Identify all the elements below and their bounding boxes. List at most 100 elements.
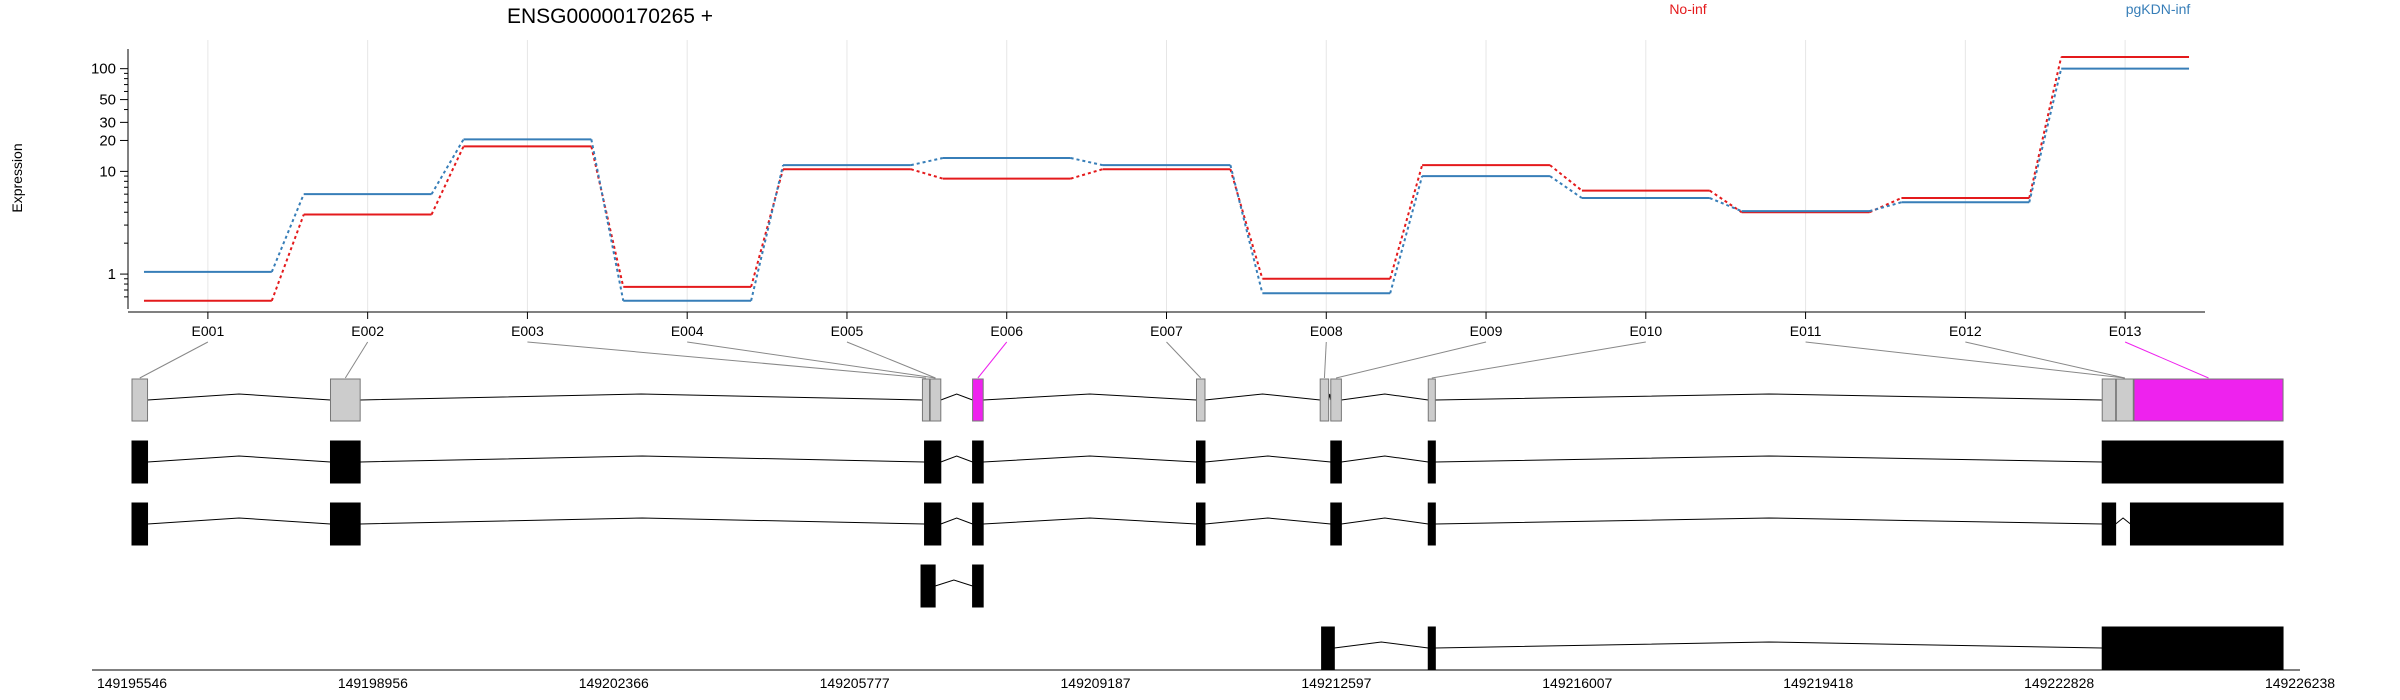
- exon-box: [329, 502, 361, 546]
- exon-box: [2115, 378, 2134, 422]
- exon-box: [1330, 440, 1342, 484]
- x-tick-label-e010: E010: [1629, 323, 1662, 339]
- intron: [1435, 455, 2103, 463]
- exon-box: [924, 440, 942, 484]
- exon-box: [1427, 440, 1436, 484]
- exon-box: [1319, 378, 1330, 422]
- exon-connector: [846, 341, 936, 379]
- exon-connectors: [139, 341, 2209, 379]
- exon-box: [329, 378, 361, 422]
- genomic-tick-label: 149195546: [97, 675, 167, 691]
- exon-box: [131, 440, 149, 484]
- exon-box: [1321, 626, 1335, 670]
- exon-box: [924, 502, 942, 546]
- intron: [1204, 455, 1331, 463]
- intron: [360, 517, 925, 525]
- exon-box: [2101, 378, 2117, 422]
- exon-box: [1196, 378, 1206, 422]
- y-tick-label: 10: [99, 163, 116, 180]
- legend-no-inf: No-inf: [1669, 1, 1706, 17]
- exon-box: [972, 502, 984, 546]
- data-connector: [430, 145, 465, 215]
- x-tick-label-e009: E009: [1470, 323, 1503, 339]
- y-tick-label: 1: [108, 266, 116, 283]
- intron: [147, 455, 331, 463]
- genomic-tick-label: 149212597: [1301, 675, 1371, 691]
- y-tick-label: 100: [91, 61, 116, 78]
- exon-connector: [344, 341, 369, 379]
- exon-box: [972, 440, 984, 484]
- intron: [934, 579, 973, 587]
- data-connector: [750, 168, 785, 288]
- intron: [1341, 393, 1429, 401]
- x-tick-label-e005: E005: [831, 323, 864, 339]
- exon-box: [972, 378, 984, 422]
- exon-connector: [1805, 341, 2125, 379]
- intron: [147, 393, 331, 401]
- exon-box: [131, 378, 149, 422]
- data-connector: [1229, 164, 1264, 294]
- x-tick-label-e004: E004: [671, 323, 704, 339]
- exon-box: [2101, 626, 2284, 670]
- exon-box: [1427, 502, 1436, 546]
- transcript-track-1: [131, 440, 2284, 484]
- exon-box: [2101, 440, 2284, 484]
- y-tick-label: 20: [99, 132, 116, 149]
- exon-connector: [2124, 341, 2209, 379]
- chart-title: ENSG00000170265 +: [507, 5, 713, 28]
- genomic-tick-label: 149222828: [2024, 675, 2094, 691]
- exon-box: [131, 502, 149, 546]
- genomic-tick-label: 149205777: [820, 675, 890, 691]
- intron: [983, 517, 1197, 525]
- exon-connector: [1323, 341, 1327, 379]
- data-connector: [270, 214, 305, 302]
- exon-axis: E001 E002 E003 E004 E005 E006 E007 E008 E009 E010…: [128, 311, 2205, 339]
- data-connector: [1709, 189, 1743, 214]
- data-connector: [2028, 56, 2063, 199]
- genomic-tick-label: 149216007: [1542, 675, 1612, 691]
- genomic-tick-label: 149226238: [2265, 675, 2335, 691]
- intron: [940, 517, 973, 525]
- series-lines: [143, 55, 2190, 302]
- exon-box: [1196, 440, 1206, 484]
- data-connector: [1869, 197, 1902, 214]
- data-connector: [750, 164, 785, 301]
- genomic-tick-label: 149202366: [579, 675, 649, 691]
- exon-box: [2129, 502, 2284, 546]
- intron: [983, 393, 1197, 401]
- transcript-track-summary: [131, 378, 2284, 422]
- exon-connector: [687, 341, 936, 379]
- x-tick-label-e012: E012: [1949, 323, 1982, 339]
- genomic-tick-label: 149219418: [1783, 675, 1853, 691]
- x-tick-label-e003: E003: [511, 323, 544, 339]
- data-connector: [1070, 168, 1103, 180]
- intron: [1341, 455, 1429, 463]
- exon-box: [972, 564, 984, 608]
- intron: [983, 455, 1197, 463]
- intron: [1334, 641, 1429, 649]
- exon-box: [1196, 502, 1206, 546]
- intron: [1435, 641, 2103, 649]
- data-connector: [430, 138, 465, 195]
- exon-box: [2133, 378, 2284, 422]
- exon-connector: [1335, 341, 1487, 379]
- intron: [360, 393, 923, 401]
- intron: [940, 455, 973, 463]
- data-connector: [910, 168, 944, 180]
- data-connector: [1869, 201, 1902, 213]
- genomic-tick-label: 149209187: [1061, 675, 1131, 691]
- x-tick-label-e002: E002: [351, 323, 384, 339]
- x-tick-label-e007: E007: [1150, 323, 1183, 339]
- y-tick-label: 50: [99, 92, 116, 109]
- series-no-inf: [143, 55, 2190, 302]
- data-connector: [1389, 164, 1424, 280]
- exon-connector: [1965, 341, 2125, 379]
- exon-connector: [139, 341, 209, 379]
- data-connector: [1389, 175, 1424, 294]
- x-tick-label-e006: E006: [990, 323, 1023, 339]
- y-axis-label: Expression: [9, 143, 25, 212]
- exon-box: [929, 378, 942, 422]
- transcript-track-3: [920, 564, 984, 608]
- x-tick-label-e001: E001: [192, 323, 225, 339]
